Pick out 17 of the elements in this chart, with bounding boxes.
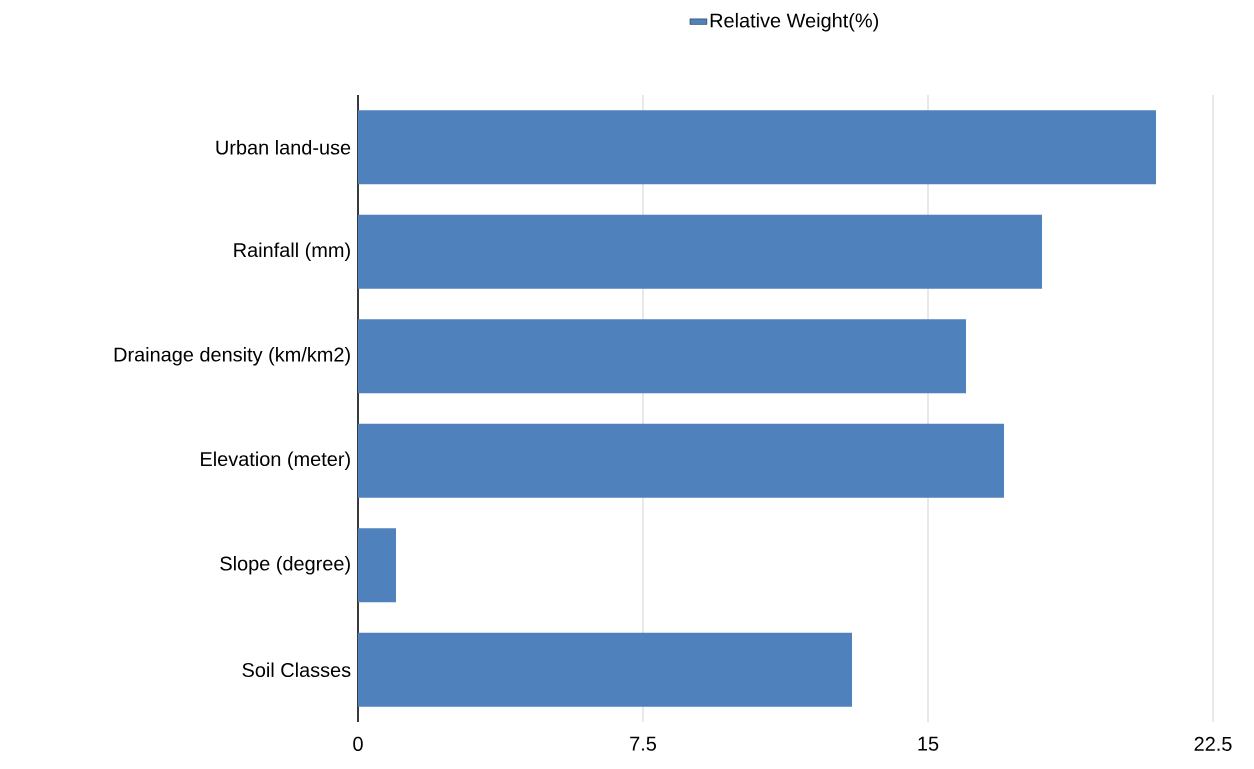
y-tick-label: Drainage density (km/km2) bbox=[114, 346, 350, 366]
bar bbox=[358, 214, 1043, 289]
bar bbox=[358, 319, 967, 394]
x-tick-label: 22.5 bbox=[1194, 736, 1232, 751]
x-tick-label: 0 bbox=[353, 736, 363, 751]
bar bbox=[358, 632, 853, 707]
x-tick-label: 7.5 bbox=[630, 736, 657, 751]
y-tick-label: Slope (degree) bbox=[220, 555, 350, 575]
bar bbox=[358, 528, 396, 603]
y-tick-label: Elevation (meter) bbox=[201, 451, 350, 471]
bar bbox=[358, 423, 1005, 498]
y-tick-label: Urban land-use bbox=[216, 139, 351, 155]
y-tick-label: Soil Classes bbox=[242, 662, 351, 678]
legend-label: Relative Weight(%) bbox=[710, 12, 879, 32]
bar bbox=[358, 110, 1157, 185]
x-tick-label: 15 bbox=[918, 736, 939, 751]
y-tick-label: Rainfall (mm) bbox=[234, 242, 350, 262]
